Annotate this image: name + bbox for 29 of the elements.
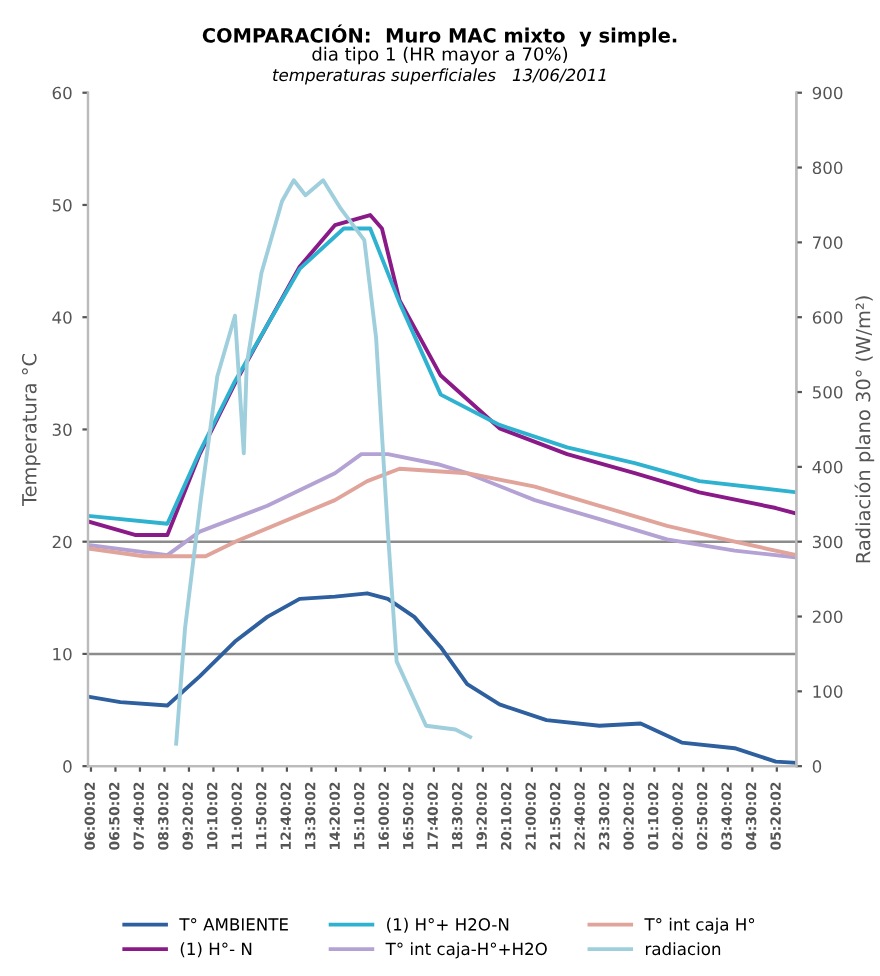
y2-tick-label: 0 — [812, 760, 822, 773]
chart-subtitle: dia tipo 1 (HR mayor a 70%) — [312, 46, 568, 65]
y-tick-label: 20 — [52, 535, 72, 549]
y-tick-label: 30 — [52, 423, 72, 437]
y2-tick-label: 200 — [812, 610, 843, 624]
legend-label: T° int caja H° — [644, 917, 755, 934]
y2-tick-label: 400 — [812, 460, 843, 474]
y-tick-label: 40 — [52, 311, 72, 324]
y2-tick-label: 300 — [812, 535, 843, 549]
y-tick-label: 50 — [52, 198, 72, 212]
line-series — [174, 178, 473, 746]
legend-label: (1) H°+ H2O-N — [387, 917, 509, 933]
legend-label: radiacion — [645, 942, 721, 956]
text: temperaturas superficiales 13/06/2011 — [273, 68, 606, 85]
chart-title: COMPARACIÓN: Muro MAC mixto y simple. — [202, 24, 677, 47]
y-axis-title: Temperatura °C — [21, 353, 41, 507]
y2-tick-label: 700 — [813, 236, 843, 249]
y-tick-label: 10 — [53, 647, 72, 661]
legend-label: T° int caja-H°+H2O — [385, 942, 547, 959]
y2-tick-label: 500 — [812, 385, 843, 399]
y2-tick-label: 100 — [813, 685, 843, 698]
y-tick-label: 60 — [52, 86, 72, 100]
y2-tick-label: 800 — [812, 161, 843, 175]
y2-tick-label: 900 — [812, 86, 843, 100]
y2-tick-label: 600 — [812, 311, 843, 324]
legend-label: (1) H°- N — [180, 942, 252, 958]
legend-label: T° AMBIENTE — [179, 918, 288, 931]
y2-axis-title: Radiación plano 30° (W/m²) — [854, 296, 875, 563]
y-tick-label: 0 — [63, 760, 72, 773]
